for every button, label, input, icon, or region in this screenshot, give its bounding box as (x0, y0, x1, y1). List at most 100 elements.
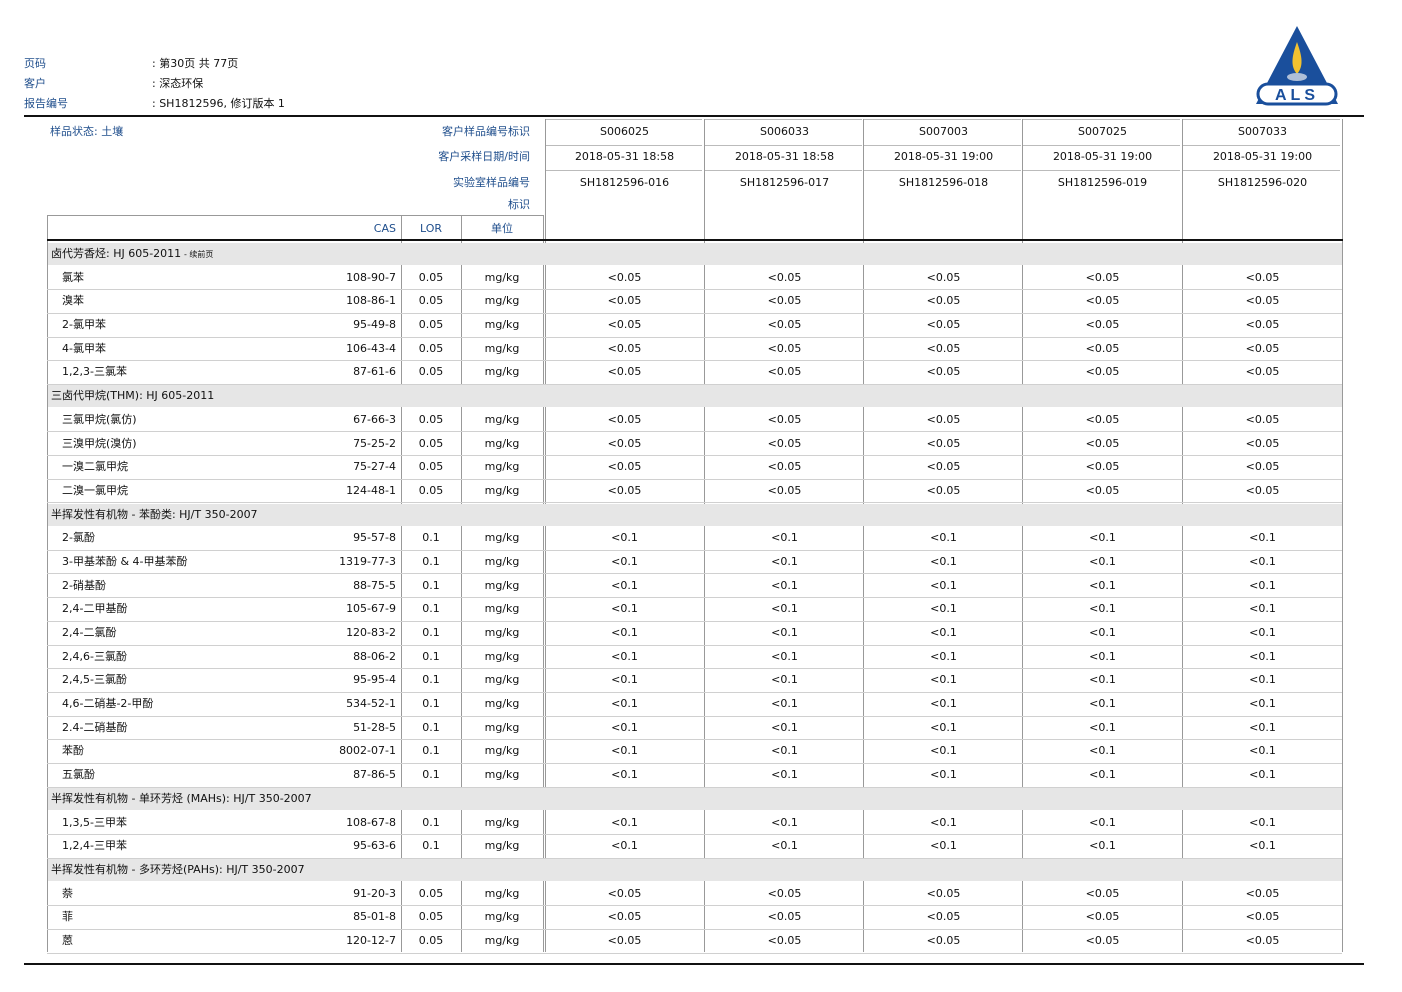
result: <0.1 (771, 602, 798, 616)
lor: 0.1 (422, 720, 440, 734)
sample-label: 实验室样品编号 (453, 176, 530, 189)
sample-state: 样品状态: 土壤 (50, 125, 124, 138)
sample-date: 2018-05-31 19:00 (1212, 150, 1313, 163)
result: <0.1 (611, 531, 638, 545)
result: <0.1 (1089, 768, 1116, 782)
result: <0.05 (1245, 270, 1280, 284)
result: <0.05 (767, 270, 802, 284)
group-title: 三卤代甲烷(THM): HJ 605-2011 (51, 389, 215, 403)
lor: 0.1 (422, 839, 440, 853)
result: <0.05 (1085, 318, 1120, 332)
result: <0.1 (930, 839, 957, 853)
unit: mg/kg (484, 626, 520, 640)
result: <0.1 (771, 815, 798, 829)
result: <0.05 (767, 412, 802, 426)
result: <0.1 (611, 768, 638, 782)
result: <0.1 (1249, 815, 1276, 829)
result: <0.05 (1085, 341, 1120, 355)
analyte-name: 五氯酚 (62, 768, 95, 782)
cell-line (1023, 170, 1180, 171)
result: <0.1 (930, 697, 957, 711)
lor: 0.1 (422, 554, 440, 568)
cas: 108-90-7 (346, 270, 396, 284)
sample-lab: SH1812596-016 (579, 176, 670, 189)
sample-id: S007033 (1238, 125, 1287, 138)
analyte-name: 氯苯 (62, 270, 84, 284)
analyte-name: 2-氯酚 (62, 531, 95, 545)
result: <0.1 (1089, 815, 1116, 829)
row-line (47, 360, 1342, 362)
result: <0.05 (926, 910, 961, 924)
cas: 95-63-6 (353, 839, 396, 853)
analyte-name: 2.4-二硝基酚 (62, 720, 128, 734)
unit: mg/kg (484, 886, 520, 900)
header-value: : 深态环保 (152, 77, 204, 90)
result: <0.1 (1089, 554, 1116, 568)
analyte-name: 2,4,6-三氯酚 (62, 649, 127, 663)
result: <0.1 (771, 626, 798, 640)
result: <0.05 (607, 318, 642, 332)
result: <0.1 (771, 578, 798, 592)
result: <0.05 (1245, 341, 1280, 355)
unit: mg/kg (484, 697, 520, 711)
result: <0.05 (767, 365, 802, 379)
row-line (47, 620, 1342, 622)
result: <0.05 (1245, 318, 1280, 332)
lor: 0.1 (422, 815, 440, 829)
result: <0.1 (930, 744, 957, 758)
unit: mg/kg (484, 412, 520, 426)
result: <0.05 (1085, 910, 1120, 924)
cas: 108-86-1 (346, 294, 396, 308)
cas: 105-67-9 (346, 602, 396, 616)
header-value: : 第30页 共 77页 (152, 57, 239, 70)
group-title: 半挥发性有机物 - 单环芳烃 (MAHs): HJ/T 350-2007 (51, 791, 312, 805)
cas: 87-61-6 (353, 365, 396, 379)
lor: 0.05 (418, 365, 444, 379)
result: <0.1 (1249, 531, 1276, 545)
result: <0.1 (930, 578, 957, 592)
result: <0.1 (771, 531, 798, 545)
cas: 91-20-3 (353, 886, 396, 900)
result: <0.1 (1089, 697, 1116, 711)
cell-line (1183, 145, 1340, 146)
result: <0.1 (1089, 602, 1116, 616)
cell-line (545, 170, 702, 171)
result: <0.05 (1245, 910, 1280, 924)
row-line (47, 549, 1342, 551)
cas: 120-83-2 (346, 626, 396, 640)
lor: 0.1 (422, 626, 440, 640)
lor: 0.05 (418, 294, 444, 308)
analyte-name: 一溴二氯甲烷 (62, 460, 128, 474)
analyte-name: 1,3,5-三甲苯 (62, 815, 127, 829)
analyte-name: 菲 (62, 910, 73, 924)
result: <0.1 (1249, 554, 1276, 568)
result: <0.1 (771, 554, 798, 568)
result: <0.1 (930, 554, 957, 568)
unit: mg/kg (484, 270, 520, 284)
result: <0.1 (1249, 673, 1276, 687)
result: <0.1 (771, 720, 798, 734)
cell-line (864, 170, 1021, 171)
result: <0.1 (1249, 602, 1276, 616)
result: <0.05 (1085, 294, 1120, 308)
unit: mg/kg (484, 436, 520, 450)
result: <0.1 (611, 815, 638, 829)
cell-line (545, 145, 702, 146)
lor: 0.1 (422, 673, 440, 687)
result: <0.1 (611, 602, 638, 616)
sample-label: 客户采样日期/时间 (438, 150, 530, 163)
result: <0.1 (1089, 626, 1116, 640)
result: <0.05 (767, 294, 802, 308)
lor: 0.05 (418, 412, 444, 426)
result: <0.1 (1089, 673, 1116, 687)
cell-line (1023, 119, 1180, 120)
cas: 106-43-4 (346, 341, 396, 355)
unit: mg/kg (484, 934, 520, 947)
result: <0.1 (930, 602, 957, 616)
unit: mg/kg (484, 341, 520, 355)
sample-lab: SH1812596-017 (739, 176, 830, 189)
cas: 88-06-2 (353, 649, 396, 663)
logo: ALS (1256, 26, 1338, 106)
cas: 8002-07-1 (339, 744, 396, 758)
